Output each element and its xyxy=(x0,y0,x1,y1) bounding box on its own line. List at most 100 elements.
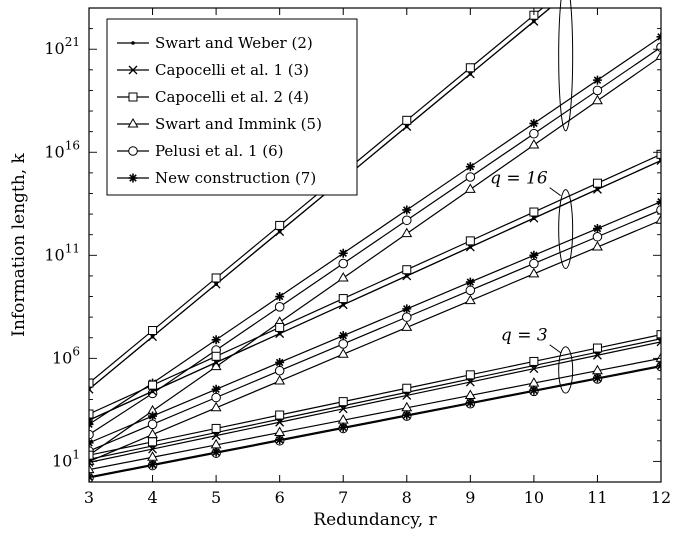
data-point-triangle xyxy=(401,321,413,331)
data-point-triangle xyxy=(210,401,222,412)
legend-entry: New construction (7) xyxy=(117,169,316,187)
legend-label: Swart and Immink (5) xyxy=(155,115,322,133)
data-point-square xyxy=(148,326,158,336)
plot-frame xyxy=(88,7,662,483)
x-tick-label: 12 xyxy=(651,488,671,507)
data-point-triangle xyxy=(591,241,603,251)
series-line-x-group-2 xyxy=(89,159,661,421)
data-point-square xyxy=(338,294,348,304)
y-tick-base: 10 xyxy=(44,39,64,58)
data-point-square xyxy=(338,397,348,407)
annotation-leader xyxy=(549,344,561,354)
group-ellipse xyxy=(558,0,574,132)
data-point-star xyxy=(465,277,475,287)
y-tick-label: 106 xyxy=(52,344,80,367)
data-point-star xyxy=(211,335,221,345)
legend-marker-x xyxy=(128,65,138,75)
series-line-square-group-2 xyxy=(89,153,661,415)
data-point-x xyxy=(275,417,285,427)
data-point-star xyxy=(275,435,285,445)
data-point-triangle xyxy=(655,214,661,224)
legend-marker-dot xyxy=(131,41,135,45)
x-tick-label: 8 xyxy=(402,488,412,507)
data-point-square xyxy=(465,370,475,380)
y-tick-exponent: 11 xyxy=(65,241,80,255)
legend-entry: Swart and Immink (5) xyxy=(117,115,322,133)
data-point-square xyxy=(402,115,412,125)
data-point-x xyxy=(338,404,348,414)
legend-label: Pelusi et al. 1 (6) xyxy=(155,142,284,160)
y-tick-label: 1016 xyxy=(44,138,80,161)
series-line-triangle-group-3 xyxy=(89,357,661,471)
data-point-square xyxy=(148,380,158,390)
x-tick-label: 7 xyxy=(338,488,348,507)
x-tick-label: 6 xyxy=(275,488,285,507)
data-point-star xyxy=(211,384,221,394)
data-point-star xyxy=(402,205,412,215)
legend-entry: Swart and Weber (2) xyxy=(117,34,313,52)
data-point-x xyxy=(529,364,539,374)
data-point-square xyxy=(656,330,661,340)
data-point-square xyxy=(89,450,94,460)
data-point-square xyxy=(275,220,285,230)
series-line-star-group-3 xyxy=(89,364,661,478)
legend-label: Capocelli et al. 2 (4) xyxy=(155,88,309,106)
legend-box xyxy=(106,18,358,196)
series-line-circle-group-3 xyxy=(89,366,661,479)
x-tick-label: 4 xyxy=(147,488,157,507)
data-point-circle xyxy=(465,172,476,182)
legend-label: Swart and Weber (2) xyxy=(155,34,313,52)
y-tick-label: 1011 xyxy=(44,241,80,264)
data-point-star xyxy=(529,250,539,260)
group-ellipse xyxy=(558,189,574,269)
y-tick-exponent: 21 xyxy=(65,35,80,49)
data-point-square xyxy=(465,63,475,73)
x-tick-label: 10 xyxy=(524,488,544,507)
data-point-circle xyxy=(529,128,539,139)
data-point-triangle xyxy=(655,50,661,60)
y-tick-base: 10 xyxy=(44,245,64,264)
legend-entry: Capocelli et al. 1 (3) xyxy=(117,61,309,79)
data-point-star xyxy=(338,422,348,432)
data-point-square xyxy=(89,378,94,388)
data-point-square xyxy=(402,383,412,393)
data-point-square xyxy=(275,410,285,420)
series-line-triangle-group-2 xyxy=(89,219,661,462)
series-line-triangle-group-1 xyxy=(89,55,661,456)
data-point-square xyxy=(465,236,475,246)
data-point-star xyxy=(529,118,539,128)
data-point-square xyxy=(211,273,221,283)
data-point-triangle xyxy=(464,294,476,305)
legend-entry: Pelusi et al. 1 (6) xyxy=(117,142,284,160)
series-line-circle-group-2 xyxy=(89,209,661,452)
x-tick-label: 5 xyxy=(211,488,221,507)
data-point-star xyxy=(465,398,475,408)
data-point-circle xyxy=(529,258,539,269)
data-point-square xyxy=(592,343,602,353)
data-point-square xyxy=(89,409,94,419)
data-point-x xyxy=(465,377,475,387)
data-point-triangle xyxy=(401,227,413,238)
data-point-circle xyxy=(338,339,349,349)
data-point-square xyxy=(656,149,661,159)
x-axis-label: Redundancy, r xyxy=(313,510,437,530)
series-line-circle-group-1 xyxy=(89,46,661,436)
y-tick-base: 10 xyxy=(52,451,72,470)
y-tick-label: 1021 xyxy=(44,35,80,58)
y-tick-label: 101 xyxy=(52,447,80,470)
data-point-circle xyxy=(89,429,94,440)
y-tick-exponent: 6 xyxy=(72,344,80,358)
y-tick-exponent: 1 xyxy=(72,447,80,461)
legend-entry: Capocelli et al. 2 (4) xyxy=(117,88,309,106)
data-point-circle xyxy=(401,215,412,226)
data-point-star xyxy=(338,331,348,341)
data-point-star xyxy=(275,292,285,302)
series-line-star-group-1 xyxy=(89,36,661,425)
data-point-triangle xyxy=(337,348,349,358)
data-point-star xyxy=(592,224,602,234)
series-line-x-group-1 xyxy=(89,8,552,390)
y-tick-base: 10 xyxy=(52,348,72,367)
legend-label: New construction (7) xyxy=(155,169,316,187)
